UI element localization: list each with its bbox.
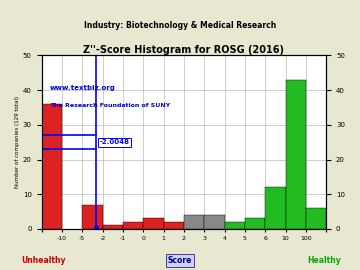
- Text: Healthy: Healthy: [307, 256, 341, 265]
- Text: Unhealthy: Unhealthy: [21, 256, 66, 265]
- Bar: [41, 104, 62, 229]
- Bar: [285, 80, 306, 229]
- Text: www.textbiz.org: www.textbiz.org: [50, 85, 116, 91]
- Bar: [163, 222, 184, 229]
- Text: The Research Foundation of SUNY: The Research Foundation of SUNY: [50, 103, 170, 109]
- Bar: [82, 205, 103, 229]
- Bar: [245, 218, 265, 229]
- Bar: [204, 215, 225, 229]
- Bar: [123, 222, 143, 229]
- Title: Z''-Score Histogram for ROSG (2016): Z''-Score Histogram for ROSG (2016): [84, 45, 284, 55]
- Bar: [306, 208, 326, 229]
- Bar: [143, 218, 163, 229]
- Bar: [225, 222, 245, 229]
- Bar: [184, 215, 204, 229]
- Text: Score: Score: [168, 256, 192, 265]
- Text: -2.0048: -2.0048: [99, 139, 130, 145]
- Y-axis label: Number of companies (129 total): Number of companies (129 total): [15, 96, 20, 188]
- Bar: [103, 225, 123, 229]
- Text: Industry: Biotechnology & Medical Research: Industry: Biotechnology & Medical Resear…: [84, 21, 276, 30]
- Bar: [265, 187, 285, 229]
